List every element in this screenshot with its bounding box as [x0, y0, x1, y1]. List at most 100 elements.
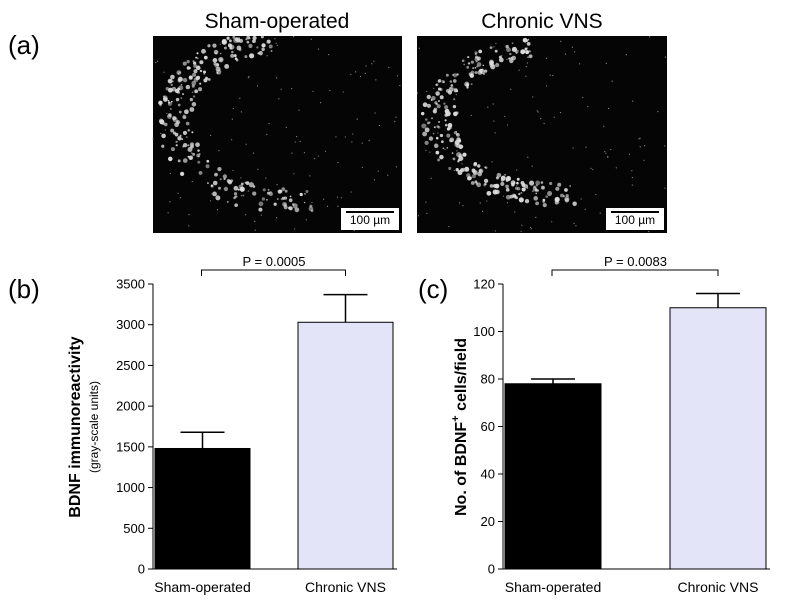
dot — [452, 79, 457, 83]
dot — [167, 87, 173, 93]
dot — [552, 75, 554, 77]
dot — [175, 120, 180, 124]
dot — [446, 146, 449, 149]
dot — [505, 188, 510, 192]
dot — [224, 63, 230, 69]
y-tick-label: 60 — [481, 419, 495, 434]
dot — [441, 140, 444, 144]
dot — [189, 107, 195, 112]
dot — [351, 141, 353, 143]
annotation: P = 0.0083 — [604, 254, 667, 269]
dot — [161, 144, 165, 148]
dot — [428, 136, 434, 141]
dot — [439, 133, 444, 138]
dot — [229, 39, 232, 43]
dot — [231, 118, 233, 120]
dot — [294, 228, 296, 230]
dot — [482, 64, 485, 67]
y-label-part: cells/field — [453, 338, 470, 415]
dot — [155, 61, 157, 64]
dot — [542, 198, 546, 202]
dot — [534, 189, 538, 192]
dot — [445, 73, 449, 77]
scale-label: 100 µm — [350, 213, 390, 227]
dot — [493, 120, 495, 122]
dot — [226, 36, 230, 40]
dot — [494, 230, 497, 232]
dot — [248, 76, 250, 78]
dot — [283, 196, 288, 200]
dot — [182, 158, 188, 163]
y-tick-label: 2000 — [116, 399, 145, 414]
dot — [462, 152, 467, 157]
dot — [533, 196, 538, 201]
significance-bracket — [201, 269, 346, 276]
dot — [547, 191, 553, 197]
dot — [504, 173, 506, 176]
dot — [292, 203, 298, 209]
dot — [489, 46, 493, 50]
dot — [545, 195, 548, 198]
dot — [176, 70, 182, 75]
dot — [336, 196, 338, 198]
dot — [514, 197, 516, 199]
dot — [188, 155, 194, 161]
dot — [191, 91, 194, 94]
dot — [511, 183, 515, 187]
dot — [599, 212, 601, 214]
dot — [177, 192, 179, 194]
dot — [467, 62, 471, 65]
dot — [252, 191, 257, 196]
dot — [240, 195, 243, 197]
dot — [453, 111, 458, 117]
dot — [299, 192, 303, 197]
dot — [531, 165, 533, 167]
dot — [508, 57, 511, 60]
dot — [216, 71, 219, 74]
dot — [284, 189, 288, 193]
dot — [388, 66, 390, 68]
dot — [551, 221, 553, 223]
dot — [454, 145, 457, 147]
dot — [495, 42, 497, 44]
dot — [227, 43, 232, 48]
y-tick-label: 3500 — [116, 277, 145, 292]
dot — [638, 138, 640, 140]
dot — [378, 124, 381, 127]
dot — [188, 75, 193, 80]
dot — [572, 201, 577, 206]
bar — [504, 383, 602, 570]
dot — [504, 115, 506, 117]
dot — [483, 69, 488, 73]
dot — [463, 63, 466, 66]
dot — [170, 147, 175, 152]
dot — [230, 53, 235, 58]
dot — [444, 123, 448, 127]
dot — [526, 41, 531, 46]
dot — [560, 40, 562, 42]
dot — [466, 86, 469, 89]
dot — [193, 64, 198, 68]
dot — [456, 73, 459, 76]
dot — [528, 54, 533, 59]
dot — [212, 43, 217, 48]
dot — [191, 152, 193, 154]
dot — [177, 87, 181, 91]
dot — [486, 190, 492, 196]
y-label-part: No. of BDNF — [453, 422, 470, 516]
dot — [395, 116, 397, 118]
x-tick-label: Chronic VNS — [678, 579, 759, 595]
bar — [669, 307, 767, 570]
dot — [448, 135, 450, 137]
dot — [201, 48, 206, 54]
dot — [248, 182, 254, 188]
dot — [256, 46, 259, 49]
dot — [303, 152, 306, 154]
dot — [452, 73, 455, 77]
dot — [631, 170, 633, 172]
dot — [444, 105, 449, 110]
dot — [535, 180, 541, 186]
dot — [232, 35, 236, 39]
dot — [657, 111, 659, 113]
dot — [207, 78, 211, 81]
